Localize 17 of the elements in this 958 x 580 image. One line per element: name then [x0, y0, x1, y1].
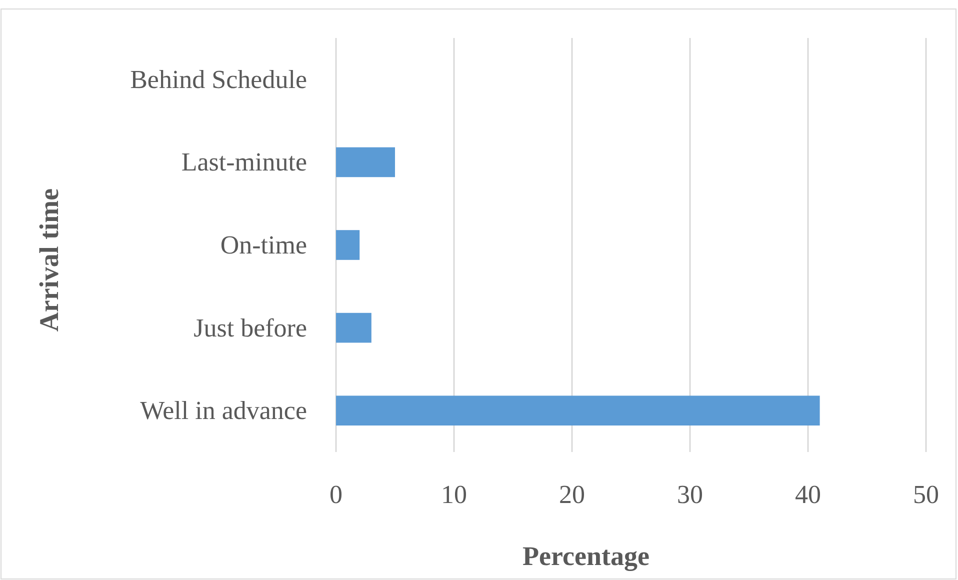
x-tick-label: 50 — [913, 480, 939, 509]
y-tick-label: Just before — [194, 313, 307, 342]
x-tick-label: 0 — [330, 480, 342, 509]
bar — [336, 230, 360, 260]
y-tick-label: Last-minute — [181, 148, 307, 177]
y-axis-title: Arrival time — [34, 188, 64, 332]
y-tick-label: Well in advance — [140, 396, 307, 426]
x-tick-label: 40 — [795, 480, 821, 509]
x-tick-label: 10 — [441, 480, 467, 509]
x-tick-label: 20 — [559, 480, 585, 509]
bar — [336, 396, 820, 426]
bar — [336, 147, 395, 178]
bar — [336, 312, 372, 343]
x-tick-label: 30 — [677, 480, 703, 509]
x-axis-title: Percentage — [522, 541, 650, 571]
y-tick-label: Behind Schedule — [130, 64, 307, 94]
y-tick-label: On-time — [220, 230, 307, 260]
